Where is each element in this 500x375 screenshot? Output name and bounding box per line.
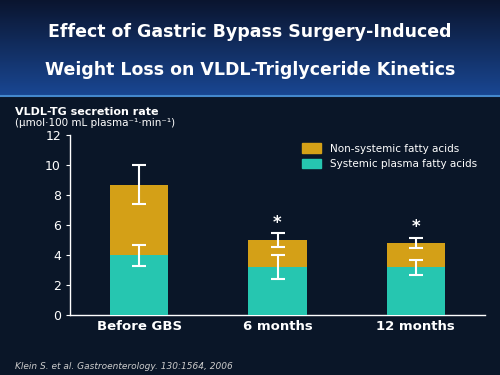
Bar xyxy=(248,240,306,267)
Text: *: * xyxy=(412,218,420,236)
Text: VLDL-TG secretion rate: VLDL-TG secretion rate xyxy=(15,107,159,117)
Bar xyxy=(387,243,445,267)
Text: Effect of Gastric Bypass Surgery-Induced: Effect of Gastric Bypass Surgery-Induced xyxy=(48,23,452,41)
Bar xyxy=(110,255,168,315)
Legend: Non-systemic fatty acids, Systemic plasma fatty acids: Non-systemic fatty acids, Systemic plasm… xyxy=(300,140,480,172)
Bar xyxy=(248,267,306,315)
Bar xyxy=(387,267,445,315)
Bar xyxy=(110,184,168,255)
Text: (μmol·100 mL plasma⁻¹·min⁻¹): (μmol·100 mL plasma⁻¹·min⁻¹) xyxy=(15,118,175,128)
Text: Weight Loss on VLDL-Triglyceride Kinetics: Weight Loss on VLDL-Triglyceride Kinetic… xyxy=(45,61,455,79)
Text: *: * xyxy=(273,214,282,232)
Text: Klein S. et al. Gastroenterology. 130:1564, 2006: Klein S. et al. Gastroenterology. 130:15… xyxy=(15,362,233,371)
